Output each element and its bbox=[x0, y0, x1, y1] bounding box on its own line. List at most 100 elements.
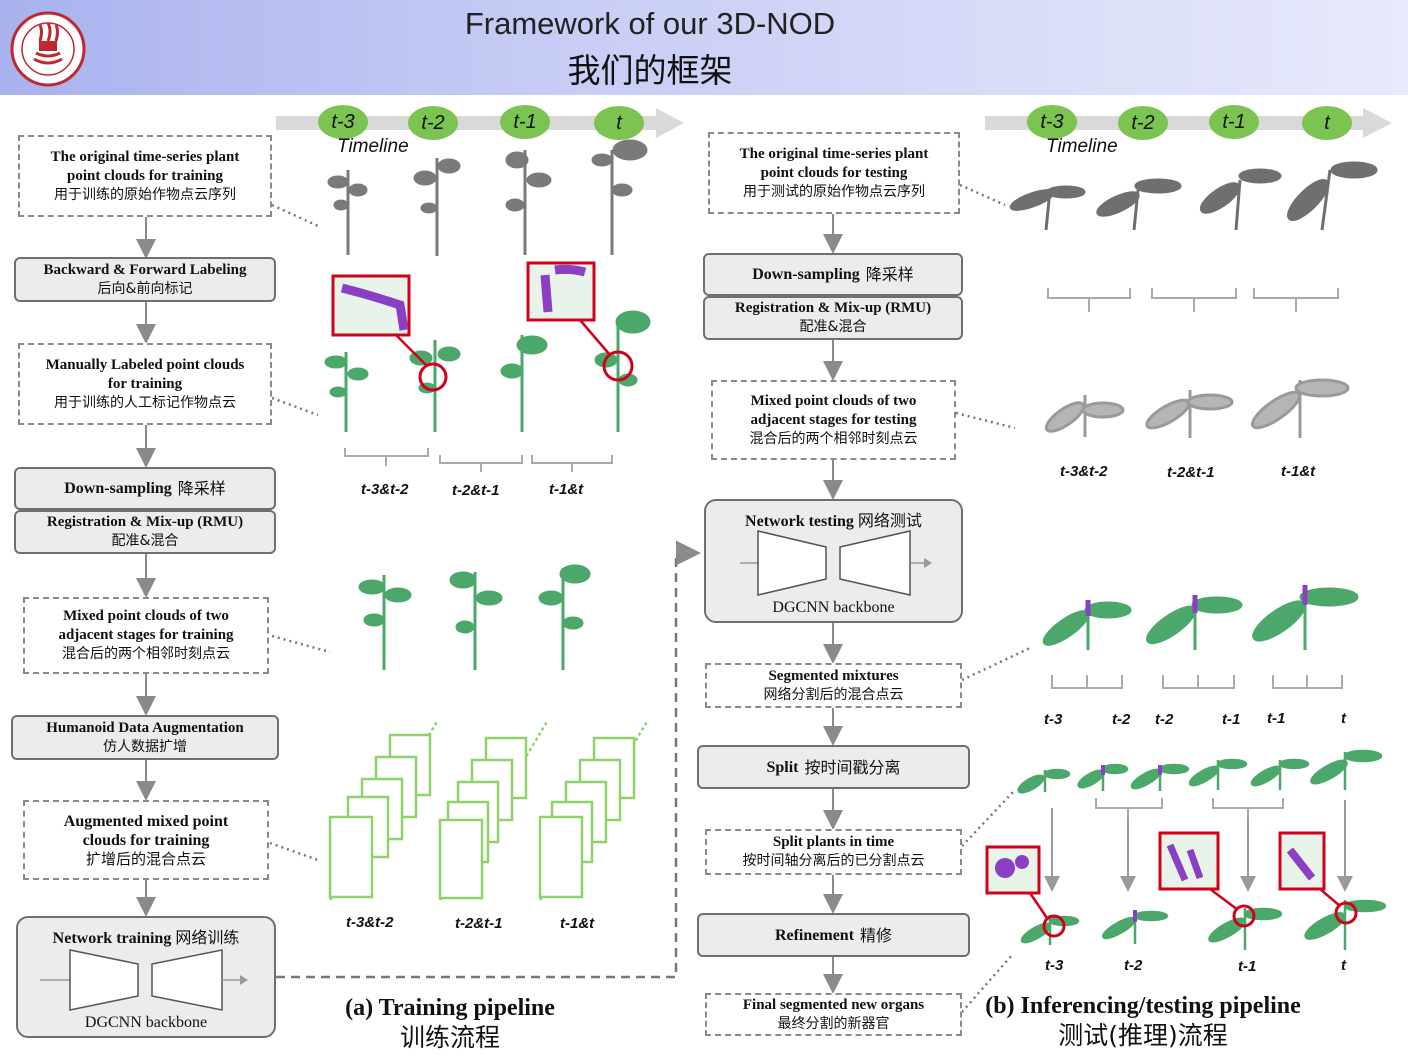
training-manual-zh: 用于训练的人工标记作物点云 bbox=[54, 394, 236, 411]
testing-network-block: Network testing 网络测试 DGCNN backbone bbox=[704, 499, 963, 623]
timeline-pill-training-t: t bbox=[594, 106, 644, 140]
training-mixed-zh: 混合后的两个相邻时刻点云 bbox=[62, 646, 230, 662]
testing-refinement-step: Refinement 精修 bbox=[697, 913, 970, 957]
training-augmented-box: Augmented mixed point clouds for trainin… bbox=[23, 800, 269, 880]
testing-final-zh: 最终分割的新器官 bbox=[777, 1015, 890, 1032]
testing-downsampling-en: Down-sampling bbox=[752, 266, 860, 283]
testing-final-en: Final segmented new organs bbox=[742, 996, 925, 1013]
training-hda-zh: 仿人数据扩增 bbox=[103, 738, 187, 755]
training-caption-zh: 训练流程 bbox=[399, 1023, 500, 1052]
training-mixed-box: Mixed point clouds of two adjacent stage… bbox=[23, 597, 269, 674]
testing-pair-label-1: t-3&t-2 bbox=[1060, 463, 1108, 480]
training-pair-label-2: t-2&t-1 bbox=[452, 482, 500, 499]
testing-final-box: Final segmented new organs 最终分割的新器官 bbox=[705, 993, 962, 1036]
timeline-pill-training-t2: t-2 bbox=[408, 106, 458, 140]
testing-final-label-3: t-1 bbox=[1238, 958, 1257, 975]
testing-split-plants-box: Split plants in time 按时间轴分离后的已分割点云 bbox=[705, 829, 962, 875]
zoom-callouts-testing bbox=[985, 831, 1358, 938]
testing-rmu-step: Registration & Mix-up (RMU) 配准&混合 bbox=[703, 296, 963, 340]
testing-downsampling-step: Down-sampling 降采样 bbox=[703, 253, 963, 296]
timeline-arrow-testing bbox=[985, 108, 1392, 138]
training-original-plants bbox=[327, 139, 648, 256]
testing-mixed-plants bbox=[1044, 378, 1350, 438]
training-downsampling-en: Down-sampling bbox=[64, 480, 172, 497]
testing-original-box: The original time-series plant point clo… bbox=[708, 132, 960, 214]
training-labeling-en: Backward & Forward Labeling bbox=[43, 261, 247, 278]
university-seal-icon bbox=[10, 11, 86, 87]
testing-split-label-5: t-1 bbox=[1267, 710, 1286, 727]
training-mixed-plants bbox=[358, 564, 591, 670]
testing-rmu-en: Registration & Mix-up (RMU) bbox=[734, 300, 932, 316]
training-rmu-en: Registration & Mix-up (RMU) bbox=[46, 514, 244, 530]
testing-final-label-4: t bbox=[1341, 957, 1346, 974]
testing-split-plants bbox=[1017, 749, 1383, 794]
testing-split-en: Split bbox=[766, 758, 799, 776]
training-pair-label-1: t-3&t-2 bbox=[361, 481, 409, 498]
training-network-block: Network training 网络训练 DGCNN backbone bbox=[16, 916, 276, 1038]
testing-split-zh: 按时间戳分离 bbox=[804, 757, 901, 777]
timeline-label-testing: Timeline bbox=[1046, 136, 1118, 157]
testing-final-label-1: t-3 bbox=[1045, 957, 1064, 974]
testing-final-plants bbox=[1020, 899, 1387, 950]
testing-network-en: Network testing bbox=[745, 513, 854, 530]
testing-segmented-plants bbox=[1042, 585, 1359, 650]
leader-lines bbox=[269, 183, 1031, 1013]
augmented-stacks bbox=[328, 719, 650, 901]
testing-encoder-decoder-icon bbox=[740, 530, 932, 596]
timeline-label-training: Timeline bbox=[337, 136, 409, 157]
pair-brackets-training bbox=[344, 448, 613, 472]
testing-split-plants-en: Split plants in time bbox=[772, 834, 895, 850]
timeline-pill-testing-t1: t-1 bbox=[1209, 105, 1259, 139]
timeline-arrow-training bbox=[276, 108, 684, 138]
testing-pair-label-2: t-2&t-1 bbox=[1167, 464, 1215, 481]
training-labeling-step: Backward & Forward Labeling 后向&前向标记 bbox=[14, 257, 276, 302]
testing-backbone-label: DGCNN backbone bbox=[772, 599, 895, 616]
testing-segmented-en: Segmented mixtures bbox=[768, 667, 899, 684]
training-downsampling-zh: 降采样 bbox=[177, 479, 226, 498]
testing-split-step: Split 按时间戳分离 bbox=[697, 745, 970, 789]
timeline-pill-training-t1: t-1 bbox=[500, 105, 550, 139]
testing-mixed-en: Mixed point clouds of two adjacent stage… bbox=[750, 392, 917, 428]
training-aug-label-1: t-3&t-2 bbox=[346, 914, 394, 931]
testing-mixed-zh: 混合后的两个相邻时刻点云 bbox=[749, 430, 918, 447]
training-hda-step: Humanoid Data Augmentation 仿人数据扩增 bbox=[11, 715, 279, 760]
training-caption: (a) Training pipeline 训练流程 bbox=[300, 993, 600, 1053]
training-manual-en: Manually Labeled point clouds for traini… bbox=[45, 356, 245, 392]
split-arrows bbox=[1044, 800, 1353, 892]
header-banner: Framework of our 3D-NOD 我们的框架 bbox=[0, 0, 1408, 95]
title-en: Framework of our 3D-NOD bbox=[464, 6, 836, 41]
testing-original-plants bbox=[1009, 161, 1378, 231]
testing-segmented-zh: 网络分割后的混合点云 bbox=[763, 686, 904, 703]
training-mixed-en: Mixed point clouds of two adjacent stage… bbox=[58, 608, 234, 643]
timeline-pill-training-t3: t-3 bbox=[318, 105, 368, 139]
title-zh: 我们的框架 bbox=[567, 51, 733, 90]
training-network-zh: 网络训练 bbox=[175, 928, 240, 947]
training-aug-label-3: t-1&t bbox=[560, 915, 595, 932]
testing-caption: (b) Inferencing/testing pipeline 测试(推理)流… bbox=[978, 991, 1308, 1051]
testing-network-label: Network testing 网络测试 bbox=[706, 507, 961, 531]
testing-split-label-4: t-1 bbox=[1222, 711, 1241, 728]
timeline-pill-testing-t2: t-2 bbox=[1118, 106, 1168, 140]
testing-downsampling-zh: 降采样 bbox=[865, 265, 914, 284]
pipeline-link bbox=[276, 540, 701, 979]
training-encoder-decoder-icon bbox=[40, 949, 248, 1011]
zoom-callouts-training bbox=[331, 261, 634, 392]
training-original-zh: 用于训练的原始作物点云序列 bbox=[54, 186, 236, 203]
testing-split-plants-zh: 按时间轴分离后的已分割点云 bbox=[742, 853, 925, 869]
testing-caption-en: (b) Inferencing/testing pipeline bbox=[985, 993, 1301, 1019]
testing-split-label-3: t-2 bbox=[1155, 711, 1174, 728]
training-manual-box: Manually Labeled point clouds for traini… bbox=[18, 343, 272, 425]
training-downsampling-step: Down-sampling 降采样 bbox=[14, 467, 276, 510]
training-network-en: Network training bbox=[52, 930, 172, 947]
testing-refinement-en: Refinement bbox=[774, 926, 855, 944]
training-hda-en: Humanoid Data Augmentation bbox=[46, 719, 244, 736]
testing-pair-label-3: t-1&t bbox=[1281, 463, 1316, 480]
training-labeling-zh: 后向&前向标记 bbox=[97, 280, 193, 297]
training-backbone-label: DGCNN backbone bbox=[84, 1014, 208, 1031]
testing-split-label-2: t-2 bbox=[1112, 711, 1131, 728]
training-original-en: The original time-series plant point clo… bbox=[50, 148, 240, 184]
training-original-box: The original time-series plant point clo… bbox=[18, 135, 272, 217]
timeline-pill-testing-t: t bbox=[1302, 106, 1352, 140]
testing-final-label-2: t-2 bbox=[1124, 957, 1143, 974]
